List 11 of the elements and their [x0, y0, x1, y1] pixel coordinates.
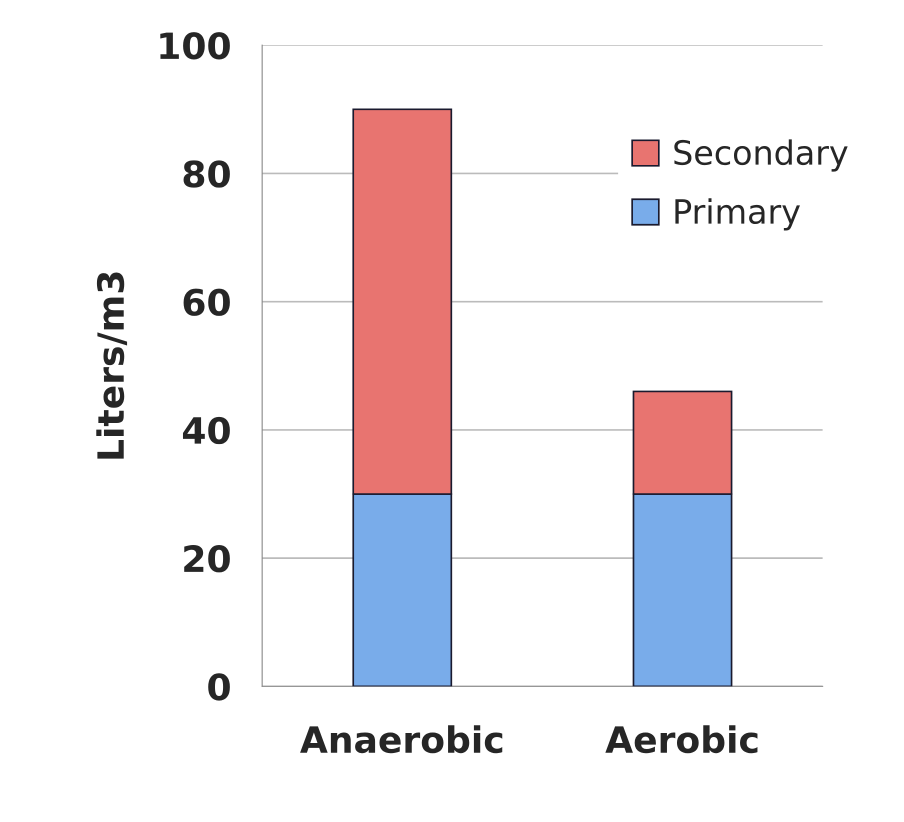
legend-label: Secondary — [674, 139, 848, 172]
legend-label: Primary — [675, 198, 800, 231]
y-tick-label: 60 — [184, 288, 230, 316]
y-tick-label: 20 — [184, 545, 230, 572]
x-tick-label: Anaerobic — [300, 725, 502, 754]
x-tick-label: Aerobic — [605, 725, 758, 754]
y-axis-title: Liters/m3 — [96, 272, 128, 459]
y-tick-label: 80 — [184, 160, 230, 188]
y-tick-label: 0 — [208, 673, 230, 701]
y-tick-label: 100 — [160, 32, 230, 60]
y-tick-label: 40 — [182, 416, 230, 444]
